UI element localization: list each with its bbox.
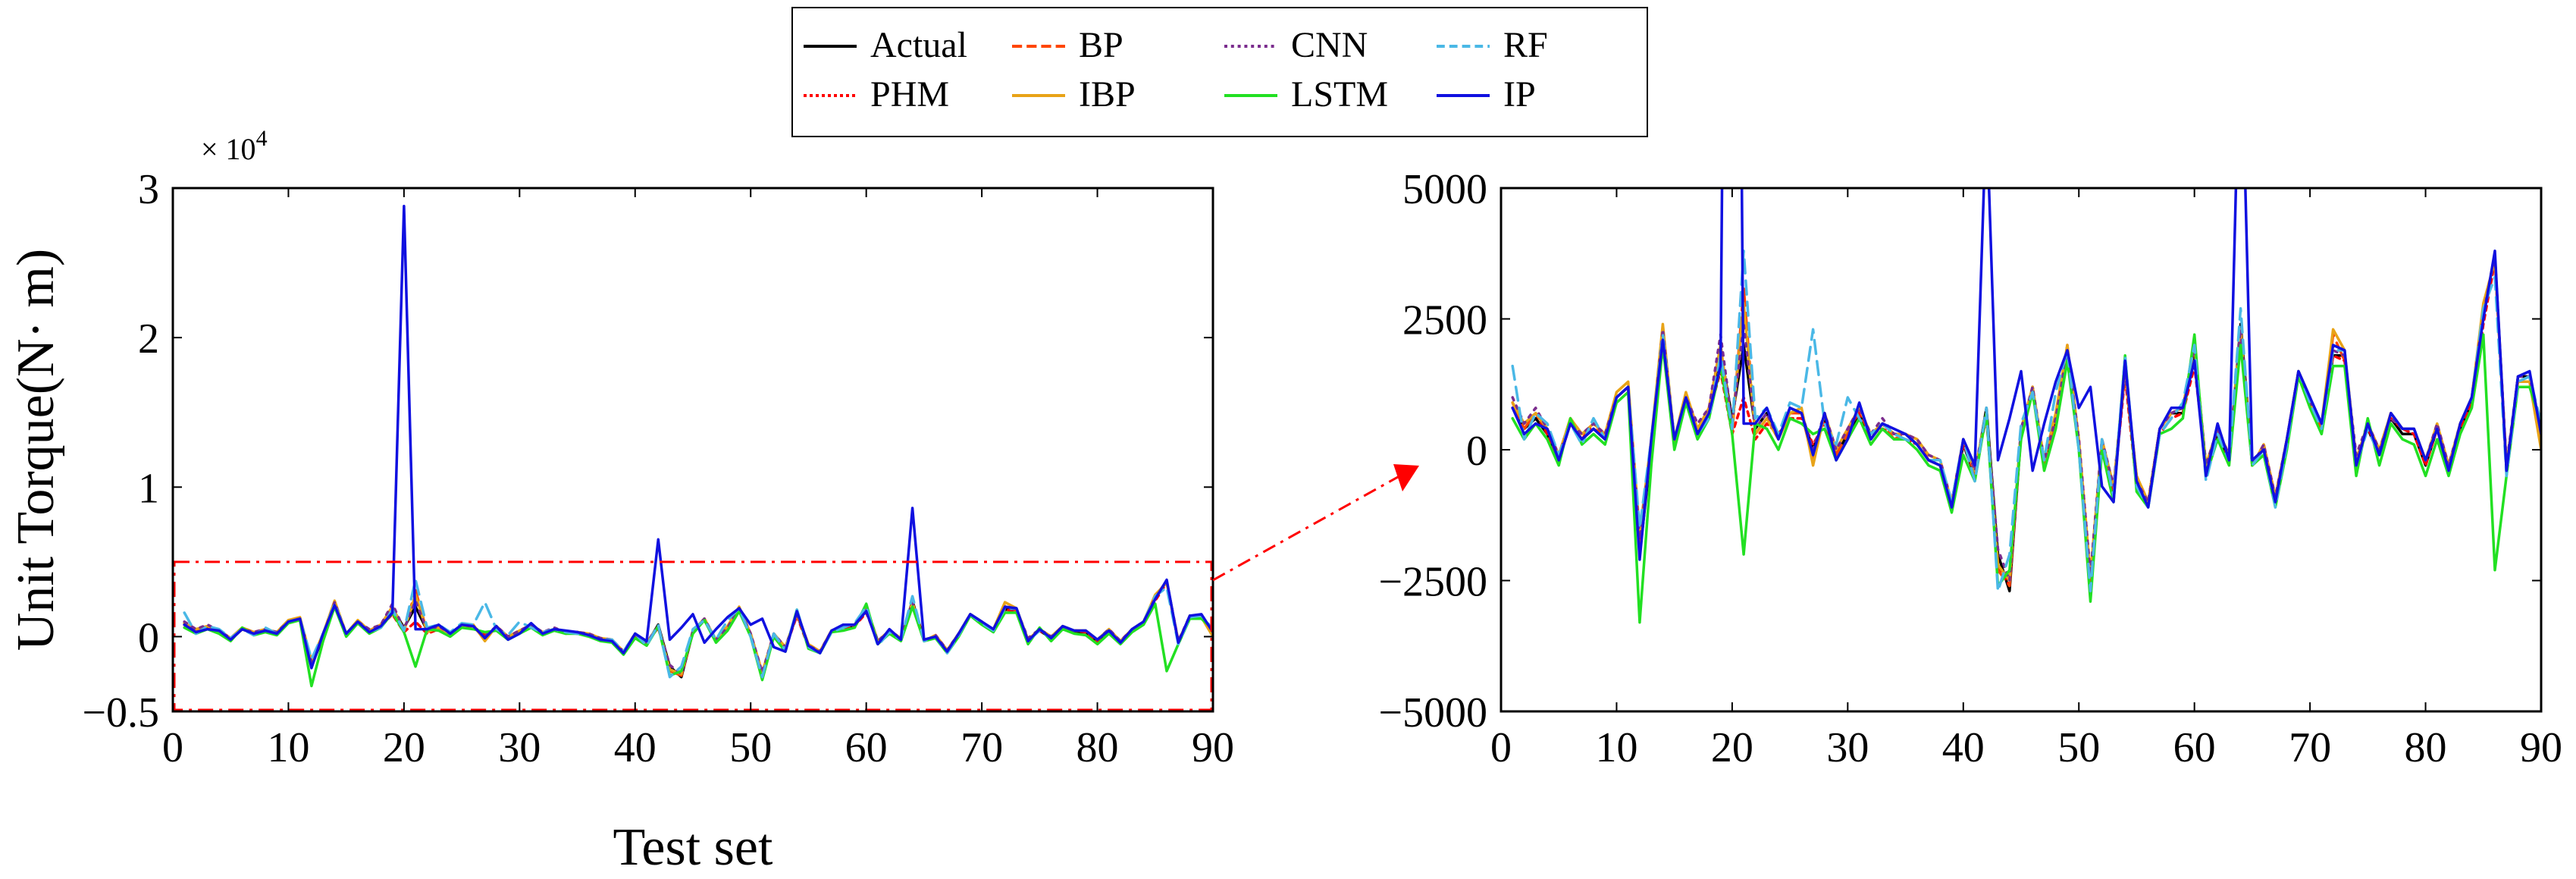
y-axis-label: Unit Torque(N· m) <box>7 249 65 651</box>
y-tick-label: 2500 <box>1402 297 1487 344</box>
y-tick-label: −5000 <box>1378 689 1487 736</box>
x-tick-label: 30 <box>498 724 541 771</box>
legend-label-lstm: LSTM <box>1291 74 1388 115</box>
y-tick-label: 0 <box>138 614 159 661</box>
x-tick-label: 30 <box>1826 724 1869 771</box>
y-tick-label: 1 <box>138 465 159 512</box>
legend-label-cnn: CNN <box>1291 25 1368 65</box>
x-tick-label: 40 <box>614 724 657 771</box>
left-series-ip <box>183 204 1213 670</box>
left-axes-frame <box>171 187 1214 713</box>
legend-label-rf: RF <box>1503 25 1548 65</box>
x-tick-label: 80 <box>2405 724 2447 771</box>
y-tick-label: 0 <box>1466 428 1487 475</box>
x-tick-label: 50 <box>2057 724 2100 771</box>
x-tick-label: 80 <box>1076 724 1119 771</box>
legend-frame <box>791 7 1648 137</box>
x-axis-label: Test set <box>613 818 773 877</box>
x-tick-label: 90 <box>1192 724 1234 771</box>
y-tick-label: −0.5 <box>82 689 159 736</box>
legend-label-ibp: IBP <box>1079 74 1136 115</box>
legend-label-actual: Actual <box>870 25 967 65</box>
zoom-arrow-head <box>1393 464 1419 491</box>
x-tick-label: 60 <box>2173 724 2216 771</box>
legend-label-phm: PHM <box>870 74 949 115</box>
x-tick-label: 0 <box>1490 724 1512 771</box>
zoom-region-box <box>173 560 1213 711</box>
x-tick-label: 60 <box>845 724 888 771</box>
y-tick-label: 5000 <box>1402 166 1487 213</box>
right-panel: 0 10 20 30 40 50 60 70 80 90 −5000 −2500 0 2500 5000 <box>1378 166 2562 771</box>
legend: Actual BP CNN RF PHM IBP LSTM IP <box>791 7 1648 137</box>
y-tick-label: 3 <box>138 166 159 213</box>
y-tick-label: −2500 <box>1378 559 1487 606</box>
legend-label-ip: IP <box>1503 74 1536 115</box>
x-tick-label: 20 <box>383 724 425 771</box>
x-tick-label: 10 <box>1595 724 1637 771</box>
x-tick-label: 50 <box>729 724 772 771</box>
x-tick-label: 20 <box>1711 724 1753 771</box>
x-tick-label: 10 <box>267 724 309 771</box>
left-series-rf <box>183 578 1213 679</box>
x-tick-label: 70 <box>2289 724 2331 771</box>
legend-label-bp: BP <box>1079 25 1123 65</box>
y-multiplier: × 104 <box>201 126 268 166</box>
x-tick-label: 70 <box>961 724 1003 771</box>
zoom-connector <box>1212 469 1411 582</box>
x-tick-label: 90 <box>2520 724 2562 771</box>
y-tick-label: 2 <box>138 315 159 363</box>
x-tick-label: 0 <box>162 724 183 771</box>
x-tick-label: 40 <box>1942 724 1985 771</box>
right-series-ip <box>1511 188 2541 561</box>
